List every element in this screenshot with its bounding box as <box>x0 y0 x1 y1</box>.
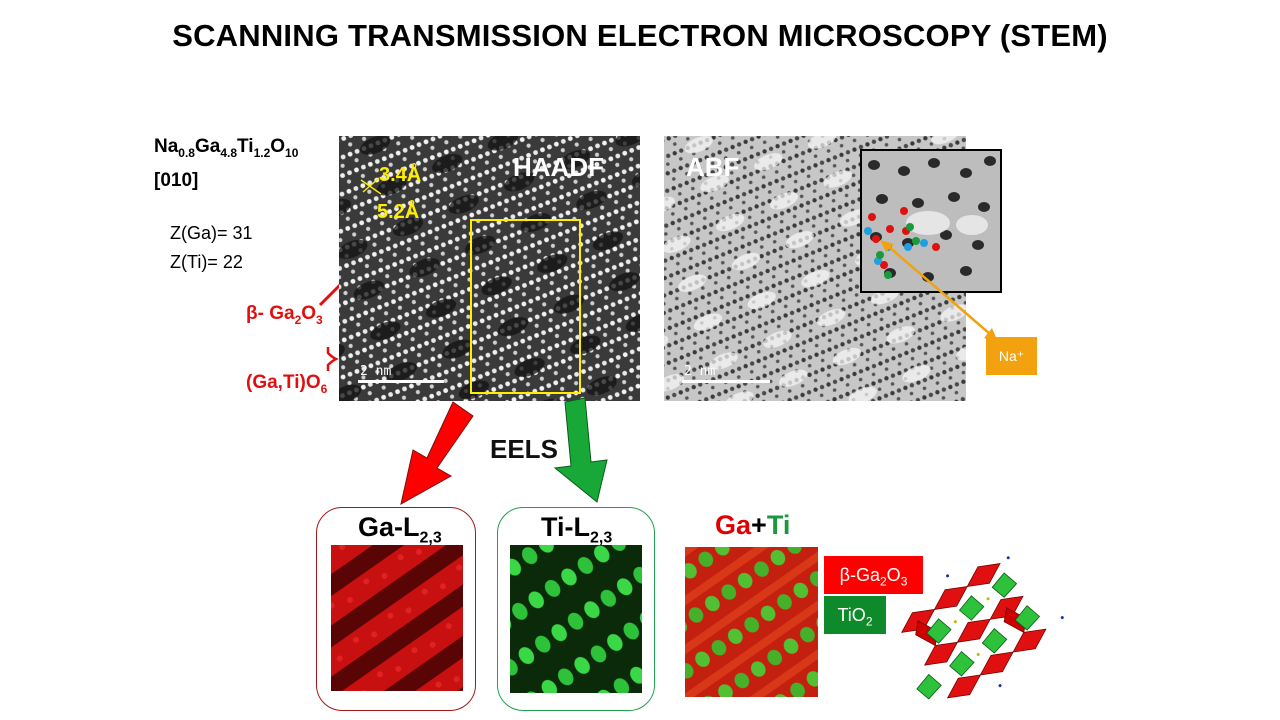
na-label: Na⁺ <box>986 337 1037 375</box>
legend-beta-o: O <box>886 565 901 585</box>
ga-map-title-sub: 2,3 <box>419 529 442 547</box>
ti-map-title-sub: 2,3 <box>590 529 613 547</box>
crystal-green-octahedra <box>916 572 1041 700</box>
abf-scale-text: 2 nm <box>684 364 716 379</box>
beta-ga2o3-label: β- Ga2O3 <box>246 303 323 327</box>
combo-plus-text: + <box>751 510 767 540</box>
ti-map-title: Ti-L2,3 <box>541 512 612 547</box>
formula-ga-sub: 4.8 <box>220 145 238 160</box>
combo-map-image <box>685 547 818 697</box>
formula-ti: Ti <box>237 136 254 157</box>
gati-o6-label: (Ga,Ti)O6 <box>246 372 327 396</box>
haadf-eels-region <box>470 219 581 394</box>
ti-map-title-text: Ti-L <box>541 512 590 542</box>
abf-scale-bar <box>682 380 770 383</box>
crystal-red-octahedra <box>900 563 1047 699</box>
na-pointer-head-start <box>880 240 894 252</box>
crystal-structure <box>900 556 1064 700</box>
legend-tio-sub: 2 <box>865 614 873 629</box>
haadf-scale-text: 2 nm <box>360 364 392 379</box>
z-ti-label: Z(Ti)= 22 <box>170 252 243 272</box>
haadf-lattice <box>339 136 640 401</box>
ga-map-image <box>331 545 463 691</box>
formula-o-sub: 10 <box>285 145 299 160</box>
beta-ga2o3-o: O <box>301 303 317 324</box>
formula-na: Na <box>154 136 179 157</box>
ga-map-panel: Ga-L2,3 <box>316 507 476 711</box>
legend-tio-text: TiO <box>837 605 866 625</box>
d2-arrow <box>360 179 382 195</box>
d2-label: 5.2Å <box>377 201 420 223</box>
legend-beta-ga2o3: β-Ga2O3 <box>824 556 923 594</box>
eels-arrows <box>400 398 608 505</box>
gati-o6-sub: 6 <box>320 381 328 396</box>
haadf-scale-bar <box>358 380 444 383</box>
ti-map-image <box>510 545 642 693</box>
na-pointer <box>880 240 998 342</box>
abf-inset-lattice <box>862 151 1000 291</box>
eels-label: EELS <box>490 434 558 464</box>
legend-beta-sub3: 3 <box>900 574 908 589</box>
haadf-label: HAADF <box>513 152 604 182</box>
na-pointer-line <box>887 245 991 335</box>
gati-o6-text: (Ga,Ti)O <box>246 372 321 393</box>
ga-map-title-text: Ga-L <box>358 512 420 542</box>
combo-ga-text: Ga <box>715 510 752 540</box>
red-down-arrow <box>400 401 474 505</box>
d1-label: 3.4Å <box>379 164 422 186</box>
d1-arrow <box>362 177 380 193</box>
abf-inset <box>860 149 1002 293</box>
ti-map-panel: Ti-L2,3 <box>497 507 655 711</box>
legend-tio2: TiO2 <box>824 596 886 634</box>
z-ga-label: Z(Ga)= 31 <box>170 223 253 243</box>
page-title: SCANNING TRANSMISSION ELECTRON MICROSCOP… <box>172 18 1108 53</box>
crystal-atoms <box>946 556 1064 688</box>
formula-o: O <box>270 136 286 157</box>
abf-label: ABF <box>686 152 740 182</box>
legend-beta-text: β-Ga <box>839 565 880 585</box>
legend-beta-sub2: 2 <box>879 574 887 589</box>
beta-ga2o3-sub2: 2 <box>294 312 302 327</box>
sample-formula: Na0.8Ga4.8Ti1.2O10 [010] <box>154 133 298 194</box>
formula-ga: Ga <box>194 136 221 157</box>
formula-na-sub: 0.8 <box>178 145 195 160</box>
zone-axis: [010] <box>154 169 199 191</box>
green-down-arrow <box>553 398 608 503</box>
gati-bracket <box>326 347 339 371</box>
crystal-na-atoms <box>953 597 990 656</box>
ga-map-title: Ga-L2,3 <box>358 512 442 547</box>
beta-ga2o3-text: β- Ga <box>246 303 295 324</box>
haadf-image: HAADF 3.4Å 5.2Å 2 nm <box>339 136 640 401</box>
formula-ti-sub: 1.2 <box>253 145 271 160</box>
combo-map-title: Ga+Ti <box>715 510 790 541</box>
combo-ti-text: Ti <box>766 510 791 540</box>
beta-ga2o3-sub3: 3 <box>316 312 323 327</box>
